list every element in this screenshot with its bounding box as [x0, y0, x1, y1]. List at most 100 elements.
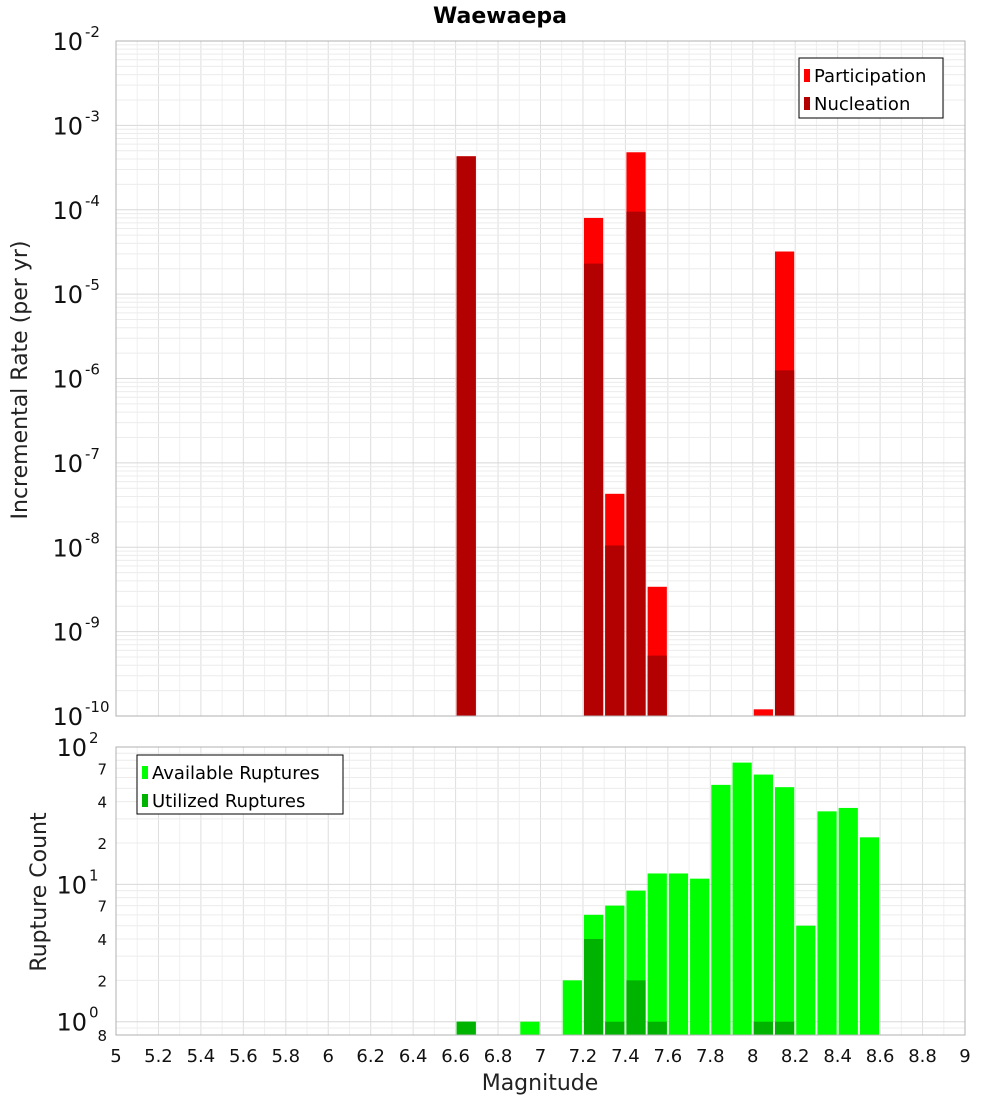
count-bar-available-ruptures	[774, 787, 795, 1035]
top-y-axis-label: Incremental Rate (per yr)	[8, 241, 33, 520]
rate-y-tick-base: 10	[52, 366, 83, 394]
count-bar-utilized-ruptures	[605, 1021, 625, 1035]
x-tick-label: 6	[323, 1046, 334, 1067]
count-bar-available-ruptures	[732, 762, 752, 1035]
x-tick-label: 6.8	[484, 1046, 513, 1067]
count-bar-available-ruptures	[838, 807, 858, 1035]
x-tick-label: 8.4	[823, 1046, 852, 1067]
rate-grid	[115, 40, 966, 717]
count-bar-available-ruptures	[520, 1021, 540, 1035]
count-legend-label: Utilized Ruptures	[152, 791, 305, 812]
chart-title: Waewaepa	[433, 4, 567, 29]
rate-legend-swatch	[804, 97, 810, 110]
count-y-minor-tick: 2	[97, 972, 107, 990]
count-plot-frame	[115, 746, 966, 1036]
rate-y-tick-exponent: -5	[85, 276, 100, 294]
rate-y-tick-base: 10	[52, 281, 83, 309]
rate-y-tick-exponent: -8	[85, 529, 100, 547]
count-y-tick-exponent: 2	[89, 729, 99, 747]
rate-legend-label: Participation	[814, 66, 926, 87]
rate-legend-box	[798, 57, 944, 119]
x-tick-label: 6.2	[356, 1046, 385, 1067]
x-tick-label: 5	[110, 1046, 121, 1067]
count-bar-available-ruptures	[668, 873, 689, 1035]
x-tick-label: 5.2	[144, 1046, 173, 1067]
rate-legend: Participation Nucleation	[798, 57, 944, 119]
x-tick-label: 7.2	[569, 1046, 598, 1067]
count-bar-available-ruptures	[562, 980, 582, 1035]
rate-bar-nucleation	[647, 655, 667, 716]
count-bar-available-ruptures	[690, 878, 710, 1035]
count-bar-utilized-ruptures	[774, 1021, 795, 1035]
rate-bar-participation	[753, 709, 773, 716]
rate-y-tick-base: 10	[52, 534, 83, 562]
x-ticks: 5 5.2 5.4 5.6 5.8 6 6.2 6.4 6.6 6.8 7 7.2 7.4 7.6 7.8 8…	[110, 1046, 970, 1067]
rate-bar-nucleation	[583, 263, 604, 716]
x-tick-label: 5.6	[229, 1046, 258, 1067]
count-y-tick-base: 10	[56, 1009, 87, 1037]
rate-y-tick-base: 10	[52, 197, 83, 225]
rate-y-tick-base: 10	[52, 28, 83, 56]
rate-y-tick-exponent: -6	[85, 361, 100, 379]
rate-legend-label: Nucleation	[814, 94, 910, 115]
count-y-minor-tick: 7	[97, 898, 107, 916]
count-y-tick-exponent: 1	[89, 866, 99, 884]
x-tick-label: 7	[535, 1046, 546, 1067]
count-y-tick-exponent: 0	[89, 1004, 99, 1022]
count-bar-utilized-ruptures	[753, 1021, 773, 1035]
x-tick-label: 9	[959, 1046, 970, 1067]
count-bar-utilized-ruptures	[626, 980, 646, 1035]
count-bar-available-ruptures	[796, 925, 816, 1035]
count-y-minor-tick: 7	[97, 760, 107, 778]
count-bar-utilized-ruptures	[583, 939, 604, 1035]
rate-y-tick-exponent: -7	[85, 445, 100, 463]
x-tick-label: 6.4	[399, 1046, 428, 1067]
rate-y-tick-exponent: -10	[85, 698, 110, 716]
rate-y-tick-exponent: -4	[85, 192, 100, 210]
count-y-tick-base: 10	[56, 734, 87, 762]
x-tick-label: 8	[747, 1046, 758, 1067]
count-bar-utilized-ruptures	[456, 1021, 476, 1035]
x-tick-label: 5.8	[271, 1046, 300, 1067]
rate-bar-nucleation	[774, 370, 795, 716]
x-tick-label: 7.4	[611, 1046, 640, 1067]
x-axis-label: Magnitude	[482, 1071, 599, 1096]
count-bar-available-ruptures	[647, 873, 667, 1035]
x-tick-label: 6.6	[441, 1046, 470, 1067]
count-legend: Available Ruptures Utilized Ruptures	[136, 754, 344, 815]
count-bar-available-ruptures	[711, 784, 731, 1035]
count-y-minor-tick: 8	[97, 1027, 107, 1045]
count-bar-available-ruptures	[859, 837, 880, 1035]
rate-legend-swatch	[804, 69, 810, 82]
count-bar-available-ruptures	[817, 811, 837, 1035]
count-legend-box	[136, 754, 344, 815]
rate-y-tick-base: 10	[52, 703, 83, 731]
rate-plot-frame	[115, 40, 966, 717]
x-tick-label: 5.4	[187, 1046, 216, 1067]
x-tick-label: 7.6	[654, 1046, 683, 1067]
count-legend-swatch	[142, 794, 148, 807]
rate-bars	[456, 152, 795, 717]
x-tick-label: 8.2	[781, 1046, 810, 1067]
rate-bar-nucleation	[605, 545, 625, 716]
count-y-minor-tick: 4	[97, 931, 107, 949]
count-y-minor-tick: 2	[97, 835, 107, 853]
rate-bar-nucleation	[626, 211, 646, 716]
count-bar-available-ruptures	[605, 905, 625, 1035]
count-legend-swatch	[142, 766, 148, 779]
count-legend-label: Available Ruptures	[152, 763, 320, 784]
rate-y-tick-exponent: -9	[85, 614, 100, 632]
count-bar-utilized-ruptures	[647, 1021, 667, 1035]
rate-y-tick-base: 10	[52, 450, 83, 478]
count-y-tick-base: 10	[56, 871, 87, 899]
rate-y-tick-exponent: -2	[85, 23, 100, 41]
x-tick-label: 8.8	[908, 1046, 937, 1067]
count-bars	[456, 762, 880, 1035]
x-tick-label: 8.6	[866, 1046, 895, 1067]
rate-y-tick-base: 10	[52, 112, 83, 140]
